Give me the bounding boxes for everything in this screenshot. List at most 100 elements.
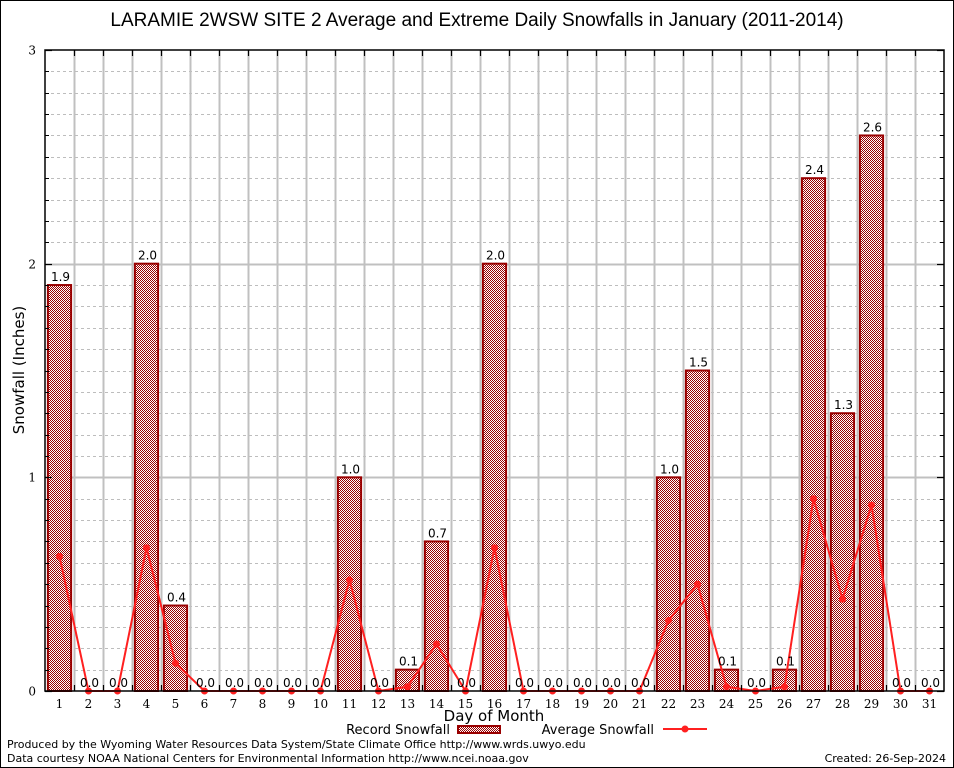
- x-tick-label: 16: [487, 697, 502, 711]
- bar-value-label: 0.0: [747, 676, 766, 690]
- bar-value-label: 0.0: [631, 676, 650, 690]
- bar-record-day-1: [46, 284, 73, 692]
- x-tick-label: 24: [719, 697, 735, 711]
- x-tick-label: 5: [172, 697, 180, 711]
- bar-value-label: 1.5: [689, 356, 708, 370]
- bars: [46, 134, 885, 693]
- bar-value-label: 0.4: [167, 591, 186, 605]
- average-point-day-24: [723, 683, 730, 691]
- x-tick-label: 1: [56, 697, 64, 711]
- x-tick-label: 14: [429, 697, 445, 711]
- bar-record-day-22: [655, 476, 682, 693]
- bar-value-label: 0.0: [312, 676, 331, 690]
- x-tick-label: 26: [777, 697, 792, 711]
- bar-value-label: 0.0: [892, 676, 911, 690]
- bar-record-day-27: [800, 177, 827, 692]
- x-tick-label: 3: [114, 697, 122, 711]
- x-tick-label: 17: [516, 697, 531, 711]
- bar-value-label: 0.0: [921, 676, 940, 690]
- x-tick-label: 11: [342, 697, 357, 711]
- bar-record-day-29: [858, 134, 885, 692]
- bar-value-label: 0.0: [196, 676, 215, 690]
- average-point-day-11: [346, 576, 353, 584]
- bar-record-day-5: [162, 604, 189, 692]
- x-tick-label: 31: [922, 697, 937, 711]
- x-tick-label: 7: [230, 697, 238, 711]
- y-tick-label: 2: [28, 258, 36, 272]
- bar-value-label: 0.0: [225, 676, 244, 690]
- bar-value-label: 0.1: [718, 655, 737, 669]
- bar-value-label: 0.0: [544, 676, 563, 690]
- bar-record-day-14: [423, 540, 450, 693]
- plot-border: [44, 49, 945, 692]
- x-tick-label: 12: [371, 697, 386, 711]
- bar-record-day-23: [684, 369, 711, 692]
- x-tick-label: 30: [893, 697, 908, 711]
- x-tick-label: 25: [748, 697, 763, 711]
- bar-value-label: 0.0: [370, 676, 389, 690]
- x-tick-label: 15: [458, 697, 473, 711]
- x-tick-label: 18: [545, 697, 560, 711]
- x-tick-label: 23: [690, 697, 705, 711]
- legend: Record Snowfall Average Snowfall: [346, 723, 707, 738]
- x-tick-label: 8: [259, 697, 267, 711]
- bar-value-label: 0.7: [428, 526, 447, 540]
- x-tick-label: 29: [864, 697, 879, 711]
- y-tick-label: 1: [28, 471, 36, 485]
- average-point-day-23: [694, 580, 701, 588]
- x-tick-label: 13: [400, 697, 415, 711]
- bar-value-label: 0.0: [573, 676, 592, 690]
- bar-value-label: 0.0: [254, 676, 273, 690]
- average-point-day-28: [839, 595, 846, 603]
- x-axis-label: Day of Month: [444, 707, 545, 725]
- bar-value-label: 0.0: [80, 676, 99, 690]
- x-tick-label: 28: [835, 697, 850, 711]
- y-axis-label: Snowfall (Inches): [10, 306, 28, 434]
- x-tick-label: 19: [574, 697, 589, 711]
- legend-marker-average: [681, 725, 689, 733]
- bar-value-label: 1.0: [660, 462, 679, 476]
- bar-value-label: 0.0: [457, 676, 476, 690]
- bar-value-label: 2.6: [863, 120, 882, 134]
- average-point-day-4: [143, 544, 150, 552]
- x-tick-label: 20: [603, 697, 618, 711]
- bar-value-label: 0.0: [602, 676, 621, 690]
- bar-record-day-16: [481, 262, 508, 692]
- footer-created-date: Created: 26-Sep-2024: [825, 752, 946, 765]
- average-point-day-13: [404, 683, 411, 691]
- x-tick-label: 22: [661, 697, 676, 711]
- bar-record-day-28: [829, 412, 856, 692]
- x-tick-label: 6: [201, 697, 209, 711]
- average-point-day-22: [665, 616, 672, 624]
- x-tick-label: 4: [143, 697, 151, 711]
- bar-value-label: 2.0: [138, 249, 157, 263]
- bar-value-label: 0.0: [515, 676, 534, 690]
- average-point-day-14: [433, 640, 440, 648]
- legend-swatch-record: [457, 725, 501, 734]
- legend-label-average: Average Snowfall: [542, 723, 654, 738]
- bar-value-label: 0.1: [399, 655, 418, 669]
- bar-value-label: 1.0: [341, 462, 360, 476]
- average-point-day-5: [172, 659, 179, 667]
- bar-value-label: 2.0: [486, 249, 505, 263]
- x-tick-label: 21: [632, 697, 647, 711]
- x-tick-label: 2: [85, 697, 93, 711]
- bar-value-label: 0.1: [776, 655, 795, 669]
- average-point-day-29: [868, 501, 875, 509]
- average-point-day-26: [781, 683, 788, 691]
- x-tick-label: 10: [313, 697, 328, 711]
- y-tick-label: 3: [28, 44, 36, 58]
- average-point-day-1: [56, 552, 63, 560]
- x-tick-label: 27: [806, 697, 821, 711]
- bar-value-label: 0.0: [283, 676, 302, 690]
- average-point-day-16: [491, 544, 498, 552]
- legend-label-record: Record Snowfall: [346, 723, 450, 738]
- average-point-day-27: [810, 495, 817, 503]
- x-tick-label: 9: [288, 697, 296, 711]
- data-labels: 1.9 0.0 0.0 2.0 0.4 0.0 0.0 0.0 0.0 0.0 1.0 0.0 0.1 0…: [51, 120, 940, 690]
- footer-produced-by: Produced by the Wyoming Water Resources …: [7, 738, 586, 751]
- bar-record-day-11: [336, 476, 363, 693]
- bar-value-label: 1.3: [834, 398, 853, 412]
- y-tick-label: 0: [28, 685, 36, 699]
